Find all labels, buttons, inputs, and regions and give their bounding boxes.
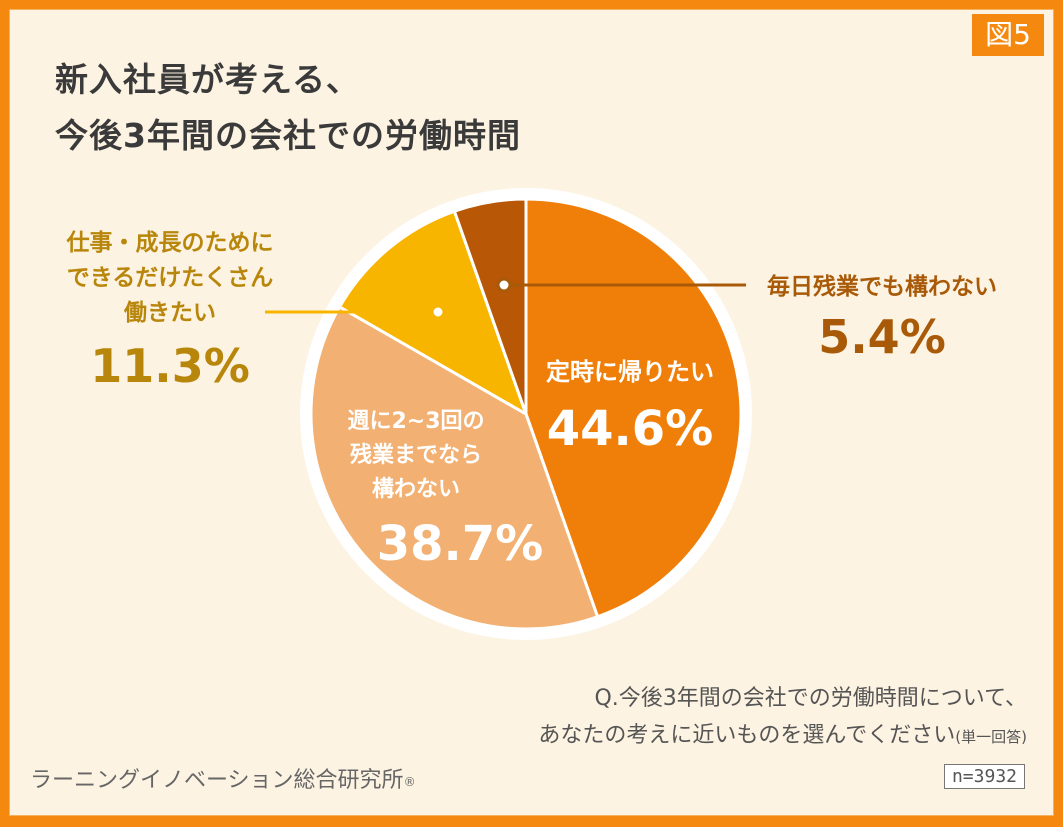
callout-dot-mainichi (496, 277, 512, 293)
slice-label-shuu-1: 週に2~3回の (347, 409, 484, 434)
company-name-text: ラーニングイノベーション総合研究所 (30, 768, 404, 793)
registered-mark: ® (403, 775, 416, 789)
slice-value-shuu: 38.7% (377, 516, 544, 572)
outside-label-hataraki-2: できるだけたくさん (67, 265, 274, 291)
slice-label-teiji: 定時に帰りたい (546, 358, 714, 386)
slice-label-shuu-3: 構わない (372, 476, 460, 502)
slice-mainichi (452, 197, 528, 416)
question-line-2-wrap: あなたの考えに近いものを選んでください(単一回答) (538, 717, 1027, 756)
question-line-2: あなたの考えに近いものを選んでください (538, 723, 956, 748)
slice-value-teiji: 44.6% (547, 401, 714, 457)
outside-label-mainichi: 毎日残業でも構わない (767, 273, 997, 300)
outside-value-mainichi: 5.4% (818, 310, 946, 364)
slice-teiji (524, 197, 743, 619)
chart-title: 新入社員が考える、 今後3年間の会社での労働時間 (55, 52, 521, 164)
slice-shuu (309, 305, 600, 631)
question-line-1: Q.今後3年間の会社での労働時間について、 (594, 686, 1027, 711)
chart-title-line-2: 今後3年間の会社での労働時間 (55, 116, 521, 155)
company-name: ラーニングイノベーション総合研究所® (30, 762, 416, 794)
question-text: Q.今後3年間の会社での労働時間について、 あなたの考えに近いものを選んでくださ… (538, 680, 1027, 756)
figure-number-badge: 図5 (972, 14, 1044, 56)
outside-label-hataraki-1: 仕事・成長のために (66, 229, 274, 256)
slice-label-shuu-2: 残業までなら (350, 442, 482, 468)
outside-value-hataraki: 11.3% (90, 339, 250, 393)
chart-title-line-1: 新入社員が考える、 (55, 60, 361, 99)
outside-label-hataraki-3: 働きたい (123, 300, 216, 326)
callout-dot-hataraki (430, 304, 446, 320)
sample-size-box: n=3932 (943, 764, 1025, 789)
question-note: (単一回答) (955, 728, 1027, 746)
figure-panel: 図5 新入社員が考える、 今後3年間の会社での労働時間 (9, 9, 1054, 816)
